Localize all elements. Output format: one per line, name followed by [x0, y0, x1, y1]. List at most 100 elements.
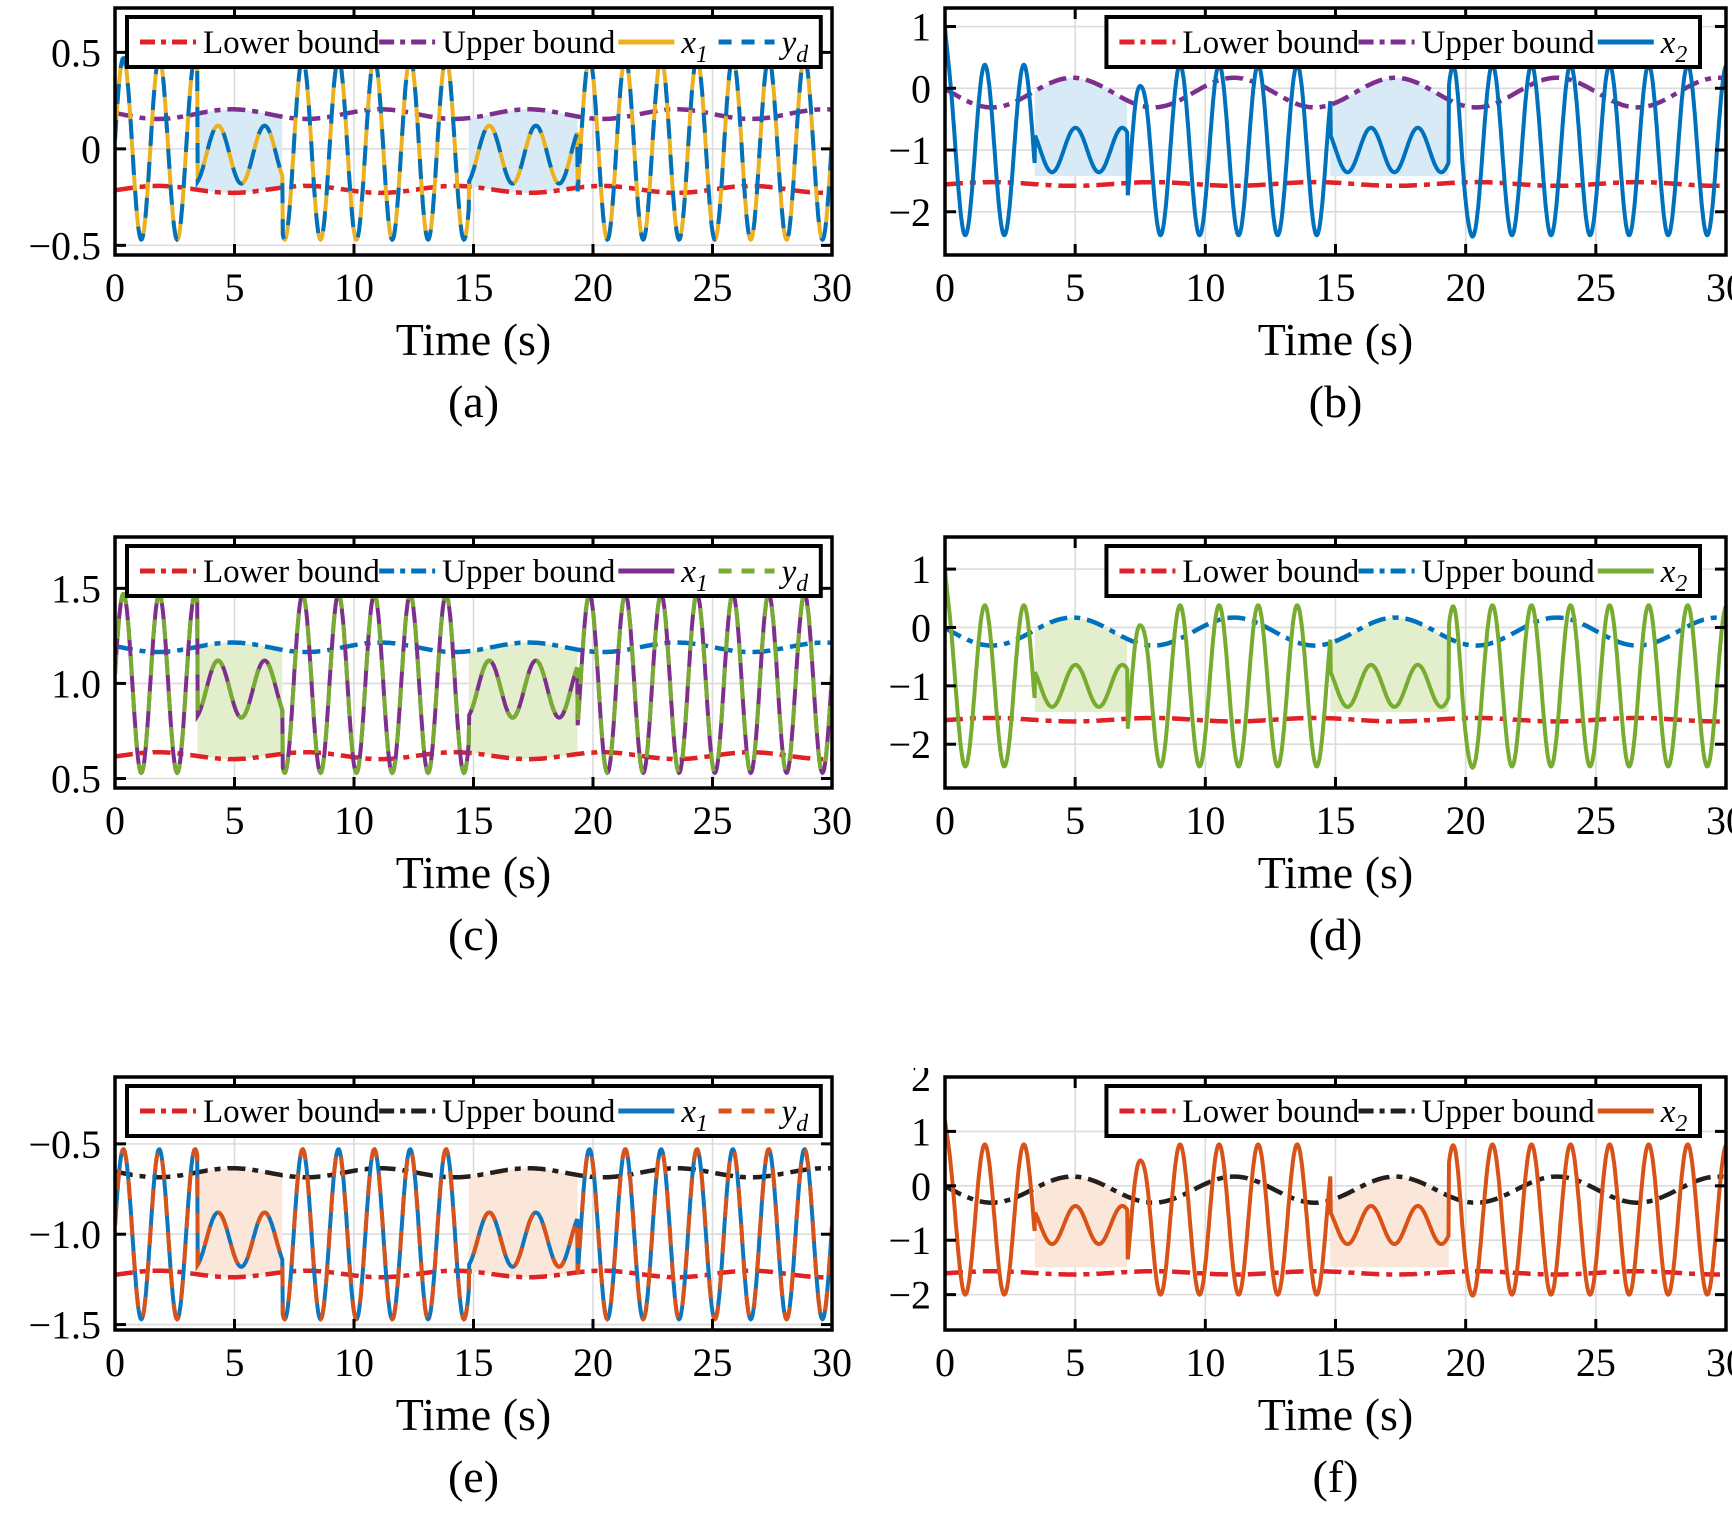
legend-box	[125, 544, 823, 598]
legend-label: x2	[1660, 25, 1688, 68]
legend-label: Upper bound	[442, 25, 616, 61]
series-lower-bound	[115, 1268, 832, 1280]
x-tick-label: 10	[334, 1340, 374, 1385]
legend-label: Upper bound	[1422, 25, 1596, 61]
x-tick-label: 20	[1446, 798, 1486, 843]
legend: Lower bound Upper bound x2	[1104, 1084, 1702, 1138]
series-upper-bound	[115, 640, 832, 655]
curves	[115, 1147, 832, 1322]
y-tick-label: 0.5	[51, 30, 101, 75]
x-tick-label: 0	[105, 1340, 125, 1385]
legend-label: x1	[680, 554, 708, 597]
x-tick-label: 25	[1576, 798, 1616, 843]
slow-phase-band	[1034, 77, 1128, 176]
x-tick-label: 20	[573, 265, 613, 310]
tick-marks	[113, 8, 834, 255]
series-y-d	[115, 55, 832, 243]
legend-label: x2	[1660, 554, 1688, 597]
legend-label: Lower bound	[1182, 25, 1359, 61]
legend: Lower bound Upper bound x1 yd	[125, 15, 823, 69]
curves	[115, 55, 832, 243]
curves	[945, 1120, 1726, 1298]
x-tick-label: 30	[1706, 1340, 1732, 1385]
y-tick-label: 1.5	[51, 566, 101, 611]
subfigure-caption: (e)	[448, 1451, 499, 1502]
x-tick-label: 30	[1706, 265, 1732, 310]
y-tick-label: 1	[911, 5, 931, 50]
x-tick-label: 25	[1576, 265, 1616, 310]
subfigure-caption: (a)	[448, 376, 499, 427]
y-tick-label: −0.5	[28, 223, 101, 268]
subfigure-caption: (b)	[1309, 376, 1363, 427]
y-tick-label: −1	[888, 664, 931, 709]
y-tick-label: −2	[888, 190, 931, 235]
x-axis-label: Time (s)	[1258, 1389, 1414, 1440]
x-tick-label: 25	[693, 798, 733, 843]
slow-phase-band	[1330, 77, 1449, 176]
legend-label: x1	[680, 25, 708, 68]
panel-a: 0 5 10 15 20 25 30 0.5 0 −0.5 Time (s) (a) Lower bou…	[0, 0, 866, 475]
x-tick-label: 25	[693, 1340, 733, 1385]
x-axis-label: Time (s)	[396, 847, 552, 898]
slow-phase-band	[1330, 1176, 1449, 1268]
curves	[945, 26, 1726, 239]
slow-phase-band	[1034, 1176, 1128, 1268]
y-tick-label: −2	[888, 1273, 931, 1318]
x-tick-label: 5	[225, 1340, 245, 1385]
x-tick-label: 15	[1316, 798, 1356, 843]
slow-phase-band	[1034, 617, 1128, 713]
x-tick-label: 15	[1316, 1340, 1356, 1385]
series-upper-bound	[115, 107, 832, 122]
slow-phase-band	[197, 642, 283, 760]
legend-label: Upper bound	[1422, 554, 1596, 590]
series-lower-bound	[115, 750, 832, 762]
curves	[115, 592, 832, 776]
y-tick-label: −1.0	[28, 1212, 101, 1257]
legend-label: Lower bound	[1182, 1094, 1359, 1130]
legend-label: Upper bound	[442, 1094, 616, 1130]
x-tick-label: 0	[935, 798, 955, 843]
y-tick-label: −0.5	[28, 1122, 101, 1167]
x-axis-label: Time (s)	[1258, 314, 1414, 365]
x-tick-label: 30	[812, 265, 852, 310]
x-tick-label: 10	[1185, 265, 1225, 310]
y-tick-label: 0.5	[51, 756, 101, 801]
legend-label: yd	[779, 1094, 809, 1137]
y-tick-label: 0	[911, 605, 931, 650]
slow-phase-band	[197, 1168, 283, 1278]
curves	[945, 568, 1726, 770]
x-tick-label: 0	[935, 265, 955, 310]
legend-box	[125, 15, 823, 69]
x-tick-label: 5	[225, 798, 245, 843]
y-tick-label: 2	[911, 1068, 931, 1100]
series-y-d	[115, 1147, 832, 1322]
subfigure-caption: (f)	[1313, 1451, 1359, 1502]
x-tick-label: 10	[1185, 1340, 1225, 1385]
x-axis-label: Time (s)	[396, 314, 552, 365]
plot-c: 0 5 10 15 20 25 30 1.5 1.0 0.5 Time (s) (c) Lower bo…	[51, 535, 852, 960]
legend: Lower bound Upper bound x1 yd	[125, 1084, 823, 1138]
y-tick-label: 1.0	[51, 661, 101, 706]
subfigure-caption: (c)	[448, 909, 499, 960]
x-tick-label: 15	[454, 265, 494, 310]
x-tick-label: 30	[812, 798, 852, 843]
series-lower-bound	[115, 183, 832, 196]
tick-marks	[113, 1077, 834, 1330]
x-tick-label: 15	[454, 1340, 494, 1385]
x-tick-label: 5	[1065, 798, 1085, 843]
y-tick-label: −1	[888, 1218, 931, 1263]
y-tick-label: 0	[911, 66, 931, 111]
x-tick-label: 5	[1065, 1340, 1085, 1385]
slow-phase-band	[468, 1168, 578, 1278]
x-axis-label: Time (s)	[396, 1389, 552, 1440]
panel-c: 0 5 10 15 20 25 30 1.5 1.0 0.5 Time (s) (c) Lower bo…	[0, 528, 866, 1003]
y-tick-label: −2	[888, 722, 931, 767]
x-tick-label: 15	[454, 798, 494, 843]
x-tick-label: 25	[693, 265, 733, 310]
x-tick-label: 10	[1185, 798, 1225, 843]
legend-label: x1	[680, 1094, 708, 1137]
